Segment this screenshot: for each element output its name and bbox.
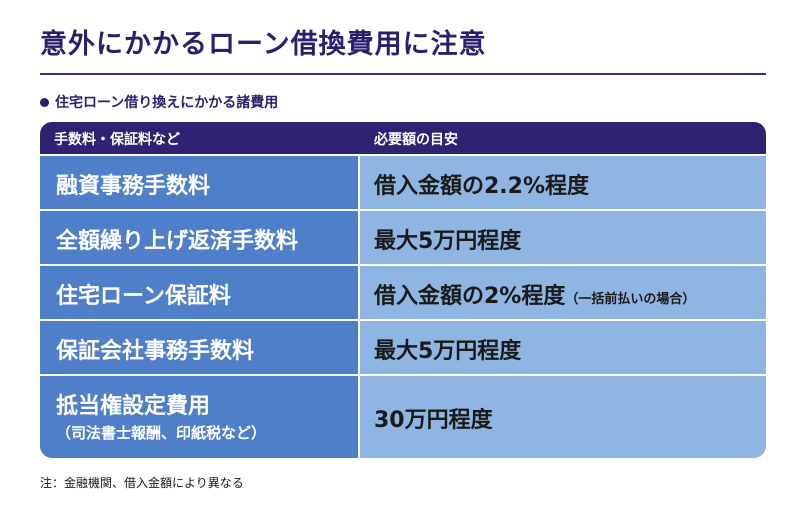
amount-note: （一括前払いの場合） — [565, 292, 696, 307]
table-row: 住宅ローン保証料 借入金額の2%程度（一括前払いの場合） — [40, 266, 766, 319]
subtitle-text: 住宅ローン借り換えにかかる諸費用 — [55, 95, 279, 111]
cost-table: 手数料・保証料など 必要額の目安 融資事務手数料 借入金額の2.2%程度 全額繰… — [40, 122, 766, 458]
fee-label: 住宅ローン保証料 — [56, 284, 231, 309]
table-row: 融資事務手数料 借入金額の2.2%程度 — [40, 156, 766, 209]
table-row: 抵当権設定費用 （司法書士報酬、印紙税など） 30万円程度 — [40, 376, 766, 458]
footnote: 注：金融機関、借入金額により異なる — [40, 476, 244, 490]
fee-label: 抵当権設定費用 — [56, 394, 211, 419]
amount-cell: 30万円程度 — [360, 376, 766, 458]
fee-cell: 抵当権設定費用 （司法書士報酬、印紙税など） — [40, 376, 358, 458]
title-divider — [40, 73, 766, 75]
table-header: 手数料・保証料など 必要額の目安 — [40, 122, 766, 154]
section-subtitle: 住宅ローン借り換えにかかる諸費用 — [40, 92, 278, 112]
amount-cell: 借入金額の2.2%程度 — [360, 156, 766, 209]
header-amount: 必要額の目安 — [374, 132, 458, 148]
fee-label: 保証会社事務手数料 — [56, 339, 255, 364]
bullet-icon — [40, 97, 49, 107]
amount-label: 30万円程度 — [374, 408, 493, 433]
fee-label: 全額繰り上げ返済手数料 — [56, 229, 299, 254]
fee-cell: 融資事務手数料 — [40, 156, 358, 209]
amount-cell: 借入金額の2%程度（一括前払いの場合） — [360, 266, 766, 319]
amount-group: 借入金額の2%程度（一括前払いの場合） — [374, 278, 695, 310]
fee-note: （司法書士報酬、印紙税など） — [56, 424, 267, 442]
amount-label: 最大5万円程度 — [374, 339, 522, 364]
header-fee-type: 手数料・保証料など — [54, 132, 180, 148]
amount-cell: 最大5万円程度 — [360, 321, 766, 374]
fee-cell: 全額繰り上げ返済手数料 — [40, 211, 358, 264]
fee-cell: 保証会社事務手数料 — [40, 321, 358, 374]
amount-label: 借入金額の2.2%程度 — [374, 174, 590, 199]
table-row: 全額繰り上げ返済手数料 最大5万円程度 — [40, 211, 766, 264]
page-title: 意外にかかるローン借換費用に注意 — [40, 29, 487, 60]
fee-label: 融資事務手数料 — [56, 174, 211, 199]
amount-cell: 最大5万円程度 — [360, 211, 766, 264]
amount-label: 最大5万円程度 — [374, 229, 522, 254]
fee-cell: 住宅ローン保証料 — [40, 266, 358, 319]
table-row: 保証会社事務手数料 最大5万円程度 — [40, 321, 766, 374]
amount-label: 借入金額の2%程度 — [374, 284, 566, 309]
